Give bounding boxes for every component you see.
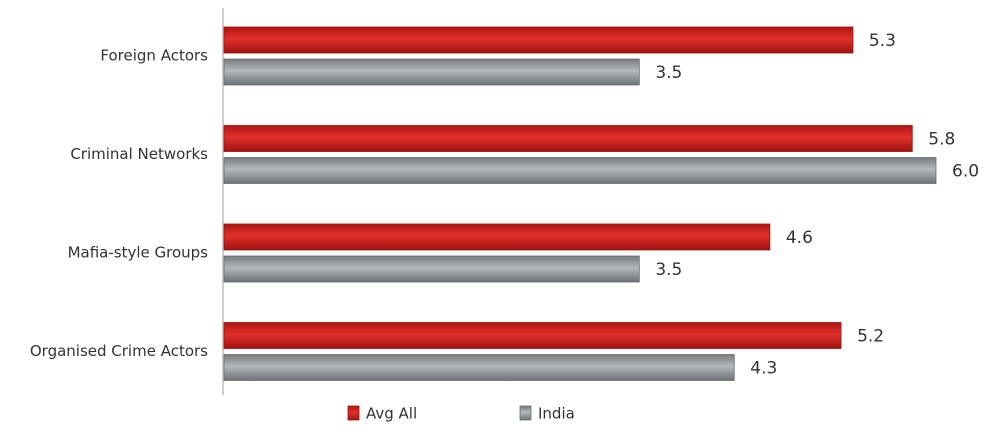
value-label-avg-all-organised-crime-actors: 5.2 <box>857 327 884 347</box>
legend-swatch-india <box>519 405 532 421</box>
value-label-avg-all-criminal-networks: 5.8 <box>928 130 955 150</box>
value-label-india-organised-crime-actors: 4.3 <box>750 359 777 379</box>
bar-avg-all-foreign-actors <box>223 26 854 54</box>
bar-avg-all-criminal-networks <box>223 125 913 152</box>
category-label-criminal-networks: Criminal Networks <box>70 145 208 163</box>
legend-label-india: India <box>538 405 575 423</box>
category-label-organised-crime-actors: Organised Crime Actors <box>30 342 208 360</box>
value-label-india-mafia-style-groups: 3.5 <box>655 260 682 280</box>
bar-avg-all-organised-crime-actors <box>223 322 842 349</box>
value-label-india-criminal-networks: 6.0 <box>952 162 979 182</box>
value-label-avg-all-mafia-style-groups: 4.6 <box>786 228 813 248</box>
value-label-india-foreign-actors: 3.5 <box>655 63 682 83</box>
category-label-mafia-style-groups: Mafia-style Groups <box>68 244 209 262</box>
bar-india-organised-crime-actors <box>223 354 735 381</box>
labels-layer: Foreign Actors 5.3 3.5 Criminal Networks 5.8… <box>30 31 979 379</box>
category-label-foreign-actors: Foreign Actors <box>100 47 208 65</box>
legend-label-avg-all: Avg All <box>366 405 417 423</box>
legend-swatch-avg-all <box>347 405 360 421</box>
bar-avg-all-mafia-style-groups <box>223 223 771 251</box>
bars-layer <box>223 26 937 381</box>
legend: Avg All India <box>347 405 575 423</box>
value-label-avg-all-foreign-actors: 5.3 <box>869 31 896 51</box>
bar-india-foreign-actors <box>223 58 640 86</box>
bar-india-criminal-networks <box>223 157 937 184</box>
bar-india-mafia-style-groups <box>223 255 640 283</box>
